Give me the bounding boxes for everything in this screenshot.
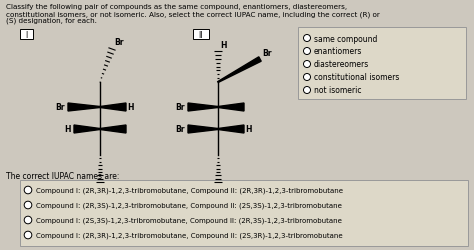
Text: Br: Br xyxy=(55,103,65,112)
Polygon shape xyxy=(100,126,126,134)
Text: Compound I: (2R,3S)-1,2,3-tribromobutane, Compound II: (2S,3S)-1,2,3-tribromobut: Compound I: (2R,3S)-1,2,3-tribromobutane… xyxy=(36,202,342,208)
Text: Compound I: (2R,3R)-1,2,3-tribromobutane, Compound II: (2S,3R)-1,2,3-tribromobut: Compound I: (2R,3R)-1,2,3-tribromobutane… xyxy=(36,232,343,238)
Polygon shape xyxy=(188,104,218,112)
Text: Br: Br xyxy=(95,184,105,193)
Text: II: II xyxy=(199,30,203,39)
Circle shape xyxy=(24,231,32,239)
Text: H: H xyxy=(220,41,227,50)
Text: H: H xyxy=(64,125,71,134)
Text: same compound: same compound xyxy=(314,34,377,43)
Polygon shape xyxy=(68,104,100,112)
Text: diastereomers: diastereomers xyxy=(314,60,369,69)
Text: Br: Br xyxy=(114,38,124,47)
Circle shape xyxy=(24,186,32,194)
Text: (S) designation, for each.: (S) designation, for each. xyxy=(6,18,97,25)
Text: H: H xyxy=(245,125,252,134)
Text: The correct IUPAC names are:: The correct IUPAC names are: xyxy=(6,171,119,180)
Polygon shape xyxy=(188,126,218,134)
Bar xyxy=(193,30,209,40)
Polygon shape xyxy=(218,58,261,83)
Circle shape xyxy=(303,74,310,81)
Circle shape xyxy=(303,61,310,68)
Polygon shape xyxy=(218,104,244,112)
Text: constitutional isomers: constitutional isomers xyxy=(314,73,400,82)
Text: Br: Br xyxy=(175,103,185,112)
Text: constitutional isomers, or not isomeric. Also, select the correct IUPAC name, in: constitutional isomers, or not isomeric.… xyxy=(6,11,380,18)
Text: H: H xyxy=(127,103,134,112)
Circle shape xyxy=(24,216,32,224)
Bar xyxy=(298,28,466,100)
Circle shape xyxy=(303,87,310,94)
Bar xyxy=(20,30,33,40)
Text: enantiomers: enantiomers xyxy=(314,47,363,56)
Circle shape xyxy=(24,202,32,209)
Text: I: I xyxy=(26,30,27,39)
Text: not isomeric: not isomeric xyxy=(314,86,362,95)
Polygon shape xyxy=(218,126,244,134)
Bar xyxy=(20,180,468,246)
Circle shape xyxy=(303,48,310,55)
Text: Br: Br xyxy=(175,125,185,134)
Text: Classify the following pair of compounds as the same compound, enantiomers, dias: Classify the following pair of compounds… xyxy=(6,4,347,10)
Text: Compound I: (2R,3R)-1,2,3-tribromobutane, Compound II: (2R,3R)-1,2,3-tribromobut: Compound I: (2R,3R)-1,2,3-tribromobutane… xyxy=(36,187,343,194)
Text: Compound I: (2S,3S)-1,2,3-tribromobutane, Compound II: (2R,3S)-1,2,3-tribromobut: Compound I: (2S,3S)-1,2,3-tribromobutane… xyxy=(36,217,342,223)
Text: Br: Br xyxy=(262,49,272,58)
Polygon shape xyxy=(74,126,100,134)
Polygon shape xyxy=(100,104,126,112)
Circle shape xyxy=(303,35,310,42)
